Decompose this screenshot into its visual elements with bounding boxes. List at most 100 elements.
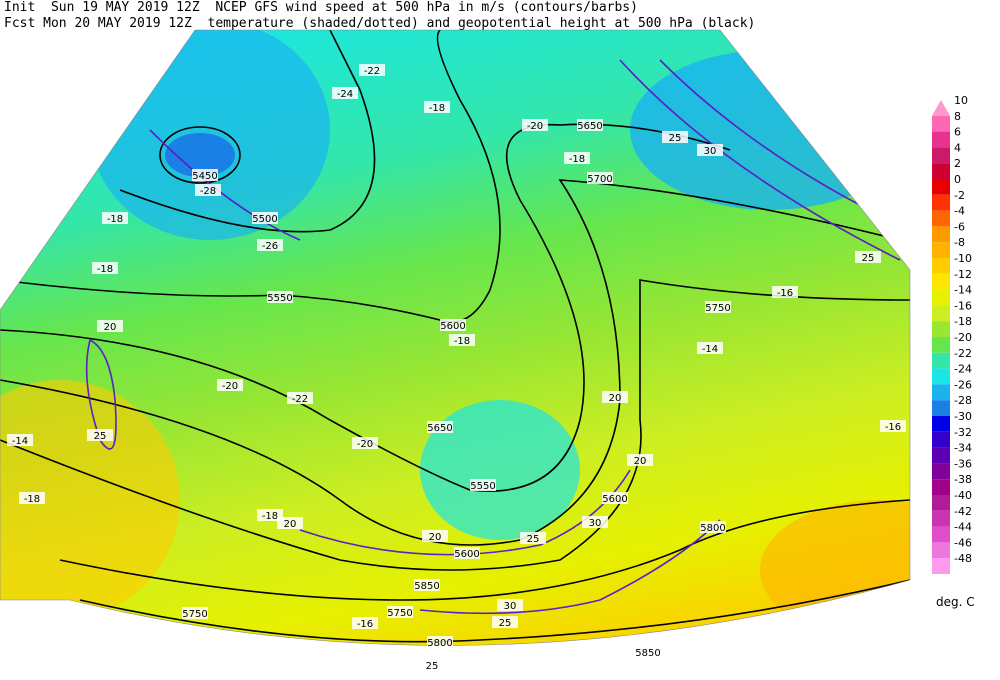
map-label: -20 [357,439,373,450]
map-label-bg [92,262,118,274]
colorbar-cell [932,179,950,195]
map-label: 5800 [700,523,725,534]
map-label: 20 [104,322,117,333]
map-label: -18 [429,103,445,114]
colorbar-label: -8 [954,236,965,249]
map-label-bg [587,172,613,184]
map-label: 5700 [587,174,612,185]
colorbar-label: -36 [954,457,972,470]
colorbar-label: -20 [954,331,972,344]
map-label: 20 [609,393,622,404]
colorbar-cell [932,510,950,527]
map-label: 5750 [387,608,412,619]
map-label-bg [352,437,378,449]
map-border [0,29,911,646]
map-label: 5450 [192,171,217,182]
colorbar-label: -28 [954,394,972,407]
map-label-bg [577,119,603,131]
map-label: -24 [337,89,353,100]
map-label-bg [387,606,413,618]
map-label-bg [192,169,218,181]
colorbar-label: -22 [954,347,972,360]
map-label-bg [705,301,731,313]
map-label-bg [19,492,45,504]
colorbar-label: 0 [954,173,961,186]
map-label-bg [635,646,661,658]
map-label: 20 [284,519,297,530]
colorbar-label: -26 [954,378,972,391]
map-label: 5850 [414,581,439,592]
map-label: -16 [885,422,901,433]
colorbar-label: -16 [954,299,972,312]
map-label-bg [427,421,453,433]
colorbar-cell [932,289,950,306]
map-label-bg [470,479,496,491]
map-label-bg [602,391,628,403]
map-label-bg [277,517,303,529]
colorbar-cell [932,542,950,559]
colorbar-cell [932,558,950,574]
map-label: 30 [504,601,517,612]
map-label-bg [449,334,475,346]
colorbar-label: -18 [954,315,972,328]
map-label: -16 [777,288,793,299]
colorbar-cell [932,131,950,148]
map-label: 5750 [182,609,207,620]
colorbar-label: -32 [954,426,972,439]
colorbar-cell [932,526,950,543]
map-label: -14 [702,344,718,355]
colorbar-cell [932,352,950,369]
colorbar-cell [932,368,950,385]
map-label: 20 [429,532,442,543]
map-label: 30 [704,146,717,157]
map-label: 5850 [635,648,660,659]
map-label: 5600 [454,549,479,560]
cold-area [420,400,580,540]
colorbar-cell [932,194,950,211]
colorbar-label: 2 [954,157,961,170]
map-label-bg [440,319,466,331]
colorbar-cell [932,115,950,132]
map-label-bg [520,532,546,544]
colorbar-label: -4 [954,205,965,218]
map-label-bg [700,521,726,533]
map-label-bg [359,64,385,76]
colorbar-cell [932,273,950,290]
map-label: 5550 [470,481,495,492]
height-contours [0,30,910,643]
map-label-bg [602,492,628,504]
map-label-bg [217,379,243,391]
colorbar-label: 10 [954,94,968,107]
colorbar-cell [932,321,950,337]
map-label-bg [252,212,278,224]
map-label: 5550 [267,293,292,304]
map-label-bg [257,509,283,521]
map-label: 5500 [252,214,277,225]
map-label: -26 [262,241,278,252]
colorbar-label: -14 [954,284,972,297]
map-label-bg [257,239,283,251]
map-label: -14 [12,436,28,447]
colorbar-arrow [932,100,950,116]
header-line: Init Sun 19 MAY 2019 12Z NCEP GFS wind s… [4,0,638,15]
colorbar-cell [932,463,950,480]
map-label-bg [880,420,906,432]
cold-area [90,30,330,240]
map-label-bg [414,579,440,591]
map-label-bg [195,184,221,196]
map-label: 25 [94,431,107,442]
map-label-bg [87,429,113,441]
map-label: -18 [97,264,113,275]
colorbar-cell [932,242,950,258]
map-label-bg [352,617,378,629]
map-label: -22 [364,66,380,77]
colorbar-label: 6 [954,126,961,139]
map-label: -20 [527,121,543,132]
map-label: 5650 [427,423,452,434]
colorbar-label: -12 [954,268,972,281]
map-label-bg [772,286,798,298]
map-label: 5600 [602,494,627,505]
map-label-bg [422,530,448,542]
map-label-bg [662,131,688,143]
colorbar-cell [932,479,950,495]
